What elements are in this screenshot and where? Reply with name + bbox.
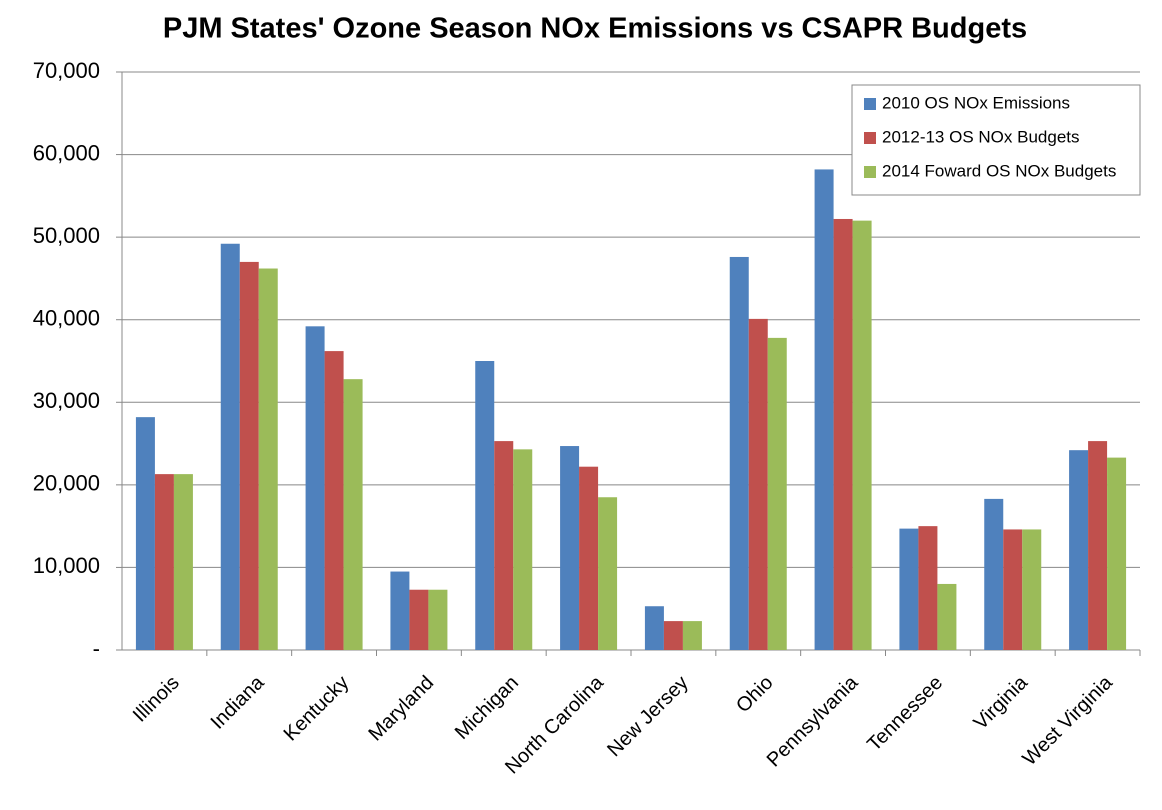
bar xyxy=(135,417,155,650)
bar xyxy=(513,449,533,650)
y-tick-label: 20,000 xyxy=(33,471,100,496)
legend-box xyxy=(851,84,1141,196)
bar xyxy=(682,621,702,650)
bar xyxy=(239,261,259,650)
y-tick-label: 60,000 xyxy=(33,140,100,165)
bar xyxy=(475,361,495,650)
legend-label: 2012-13 OS NOx Budgets xyxy=(882,127,1080,146)
bar xyxy=(1022,529,1042,650)
bar xyxy=(644,606,664,650)
bar xyxy=(560,446,580,650)
y-tick-label: - xyxy=(93,636,100,661)
bar xyxy=(409,589,429,650)
x-tick-label: Ohio xyxy=(732,672,777,717)
bar xyxy=(343,379,363,650)
bar xyxy=(173,474,193,650)
bar xyxy=(1088,441,1108,650)
x-tick-label: Michigan xyxy=(451,672,523,744)
bar xyxy=(220,243,240,650)
legend-swatch xyxy=(864,132,876,144)
bar xyxy=(814,169,834,651)
bar xyxy=(258,268,278,650)
x-tick-label: Indiana xyxy=(207,671,270,734)
bar xyxy=(729,256,749,650)
legend-label: 2010 OS NOx Emissions xyxy=(882,93,1070,112)
y-tick-label: 70,000 xyxy=(33,58,100,83)
bar xyxy=(154,474,174,650)
legend-swatch xyxy=(864,98,876,110)
bar xyxy=(663,621,683,650)
bar xyxy=(1107,457,1127,650)
bar xyxy=(494,441,514,650)
bar xyxy=(305,326,325,650)
bar xyxy=(598,497,618,650)
bar xyxy=(1069,450,1089,650)
bar xyxy=(579,466,599,650)
legend-label: 2014 Foward OS NOx Budgets xyxy=(882,161,1116,180)
bar xyxy=(899,528,919,650)
x-tick-label: Illinois xyxy=(129,672,184,727)
x-tick-label: Pennsylvania xyxy=(763,671,863,771)
legend-swatch xyxy=(864,166,876,178)
bar xyxy=(390,571,410,650)
bar xyxy=(833,218,853,650)
x-tick-label: West Virginia xyxy=(1018,671,1117,770)
bar xyxy=(324,351,344,650)
bar xyxy=(748,318,768,650)
x-tick-label: New Jersey xyxy=(603,672,692,761)
x-tick-label: Virginia xyxy=(970,671,1033,734)
bar xyxy=(937,583,957,650)
bar xyxy=(428,589,448,650)
bar xyxy=(984,498,1004,650)
y-tick-label: 10,000 xyxy=(33,553,100,578)
bar xyxy=(918,526,938,650)
y-tick-label: 40,000 xyxy=(33,306,100,331)
bar xyxy=(852,220,872,650)
y-tick-label: 50,000 xyxy=(33,223,100,248)
bar xyxy=(767,337,787,650)
x-tick-label: Maryland xyxy=(364,672,438,746)
x-tick-label: Kentucky xyxy=(280,672,354,746)
chart-title: PJM States' Ozone Season NOx Emissions v… xyxy=(163,13,1027,45)
y-tick-label: 30,000 xyxy=(33,388,100,413)
bar xyxy=(1003,529,1023,650)
x-tick-label: Tennessee xyxy=(863,672,947,756)
